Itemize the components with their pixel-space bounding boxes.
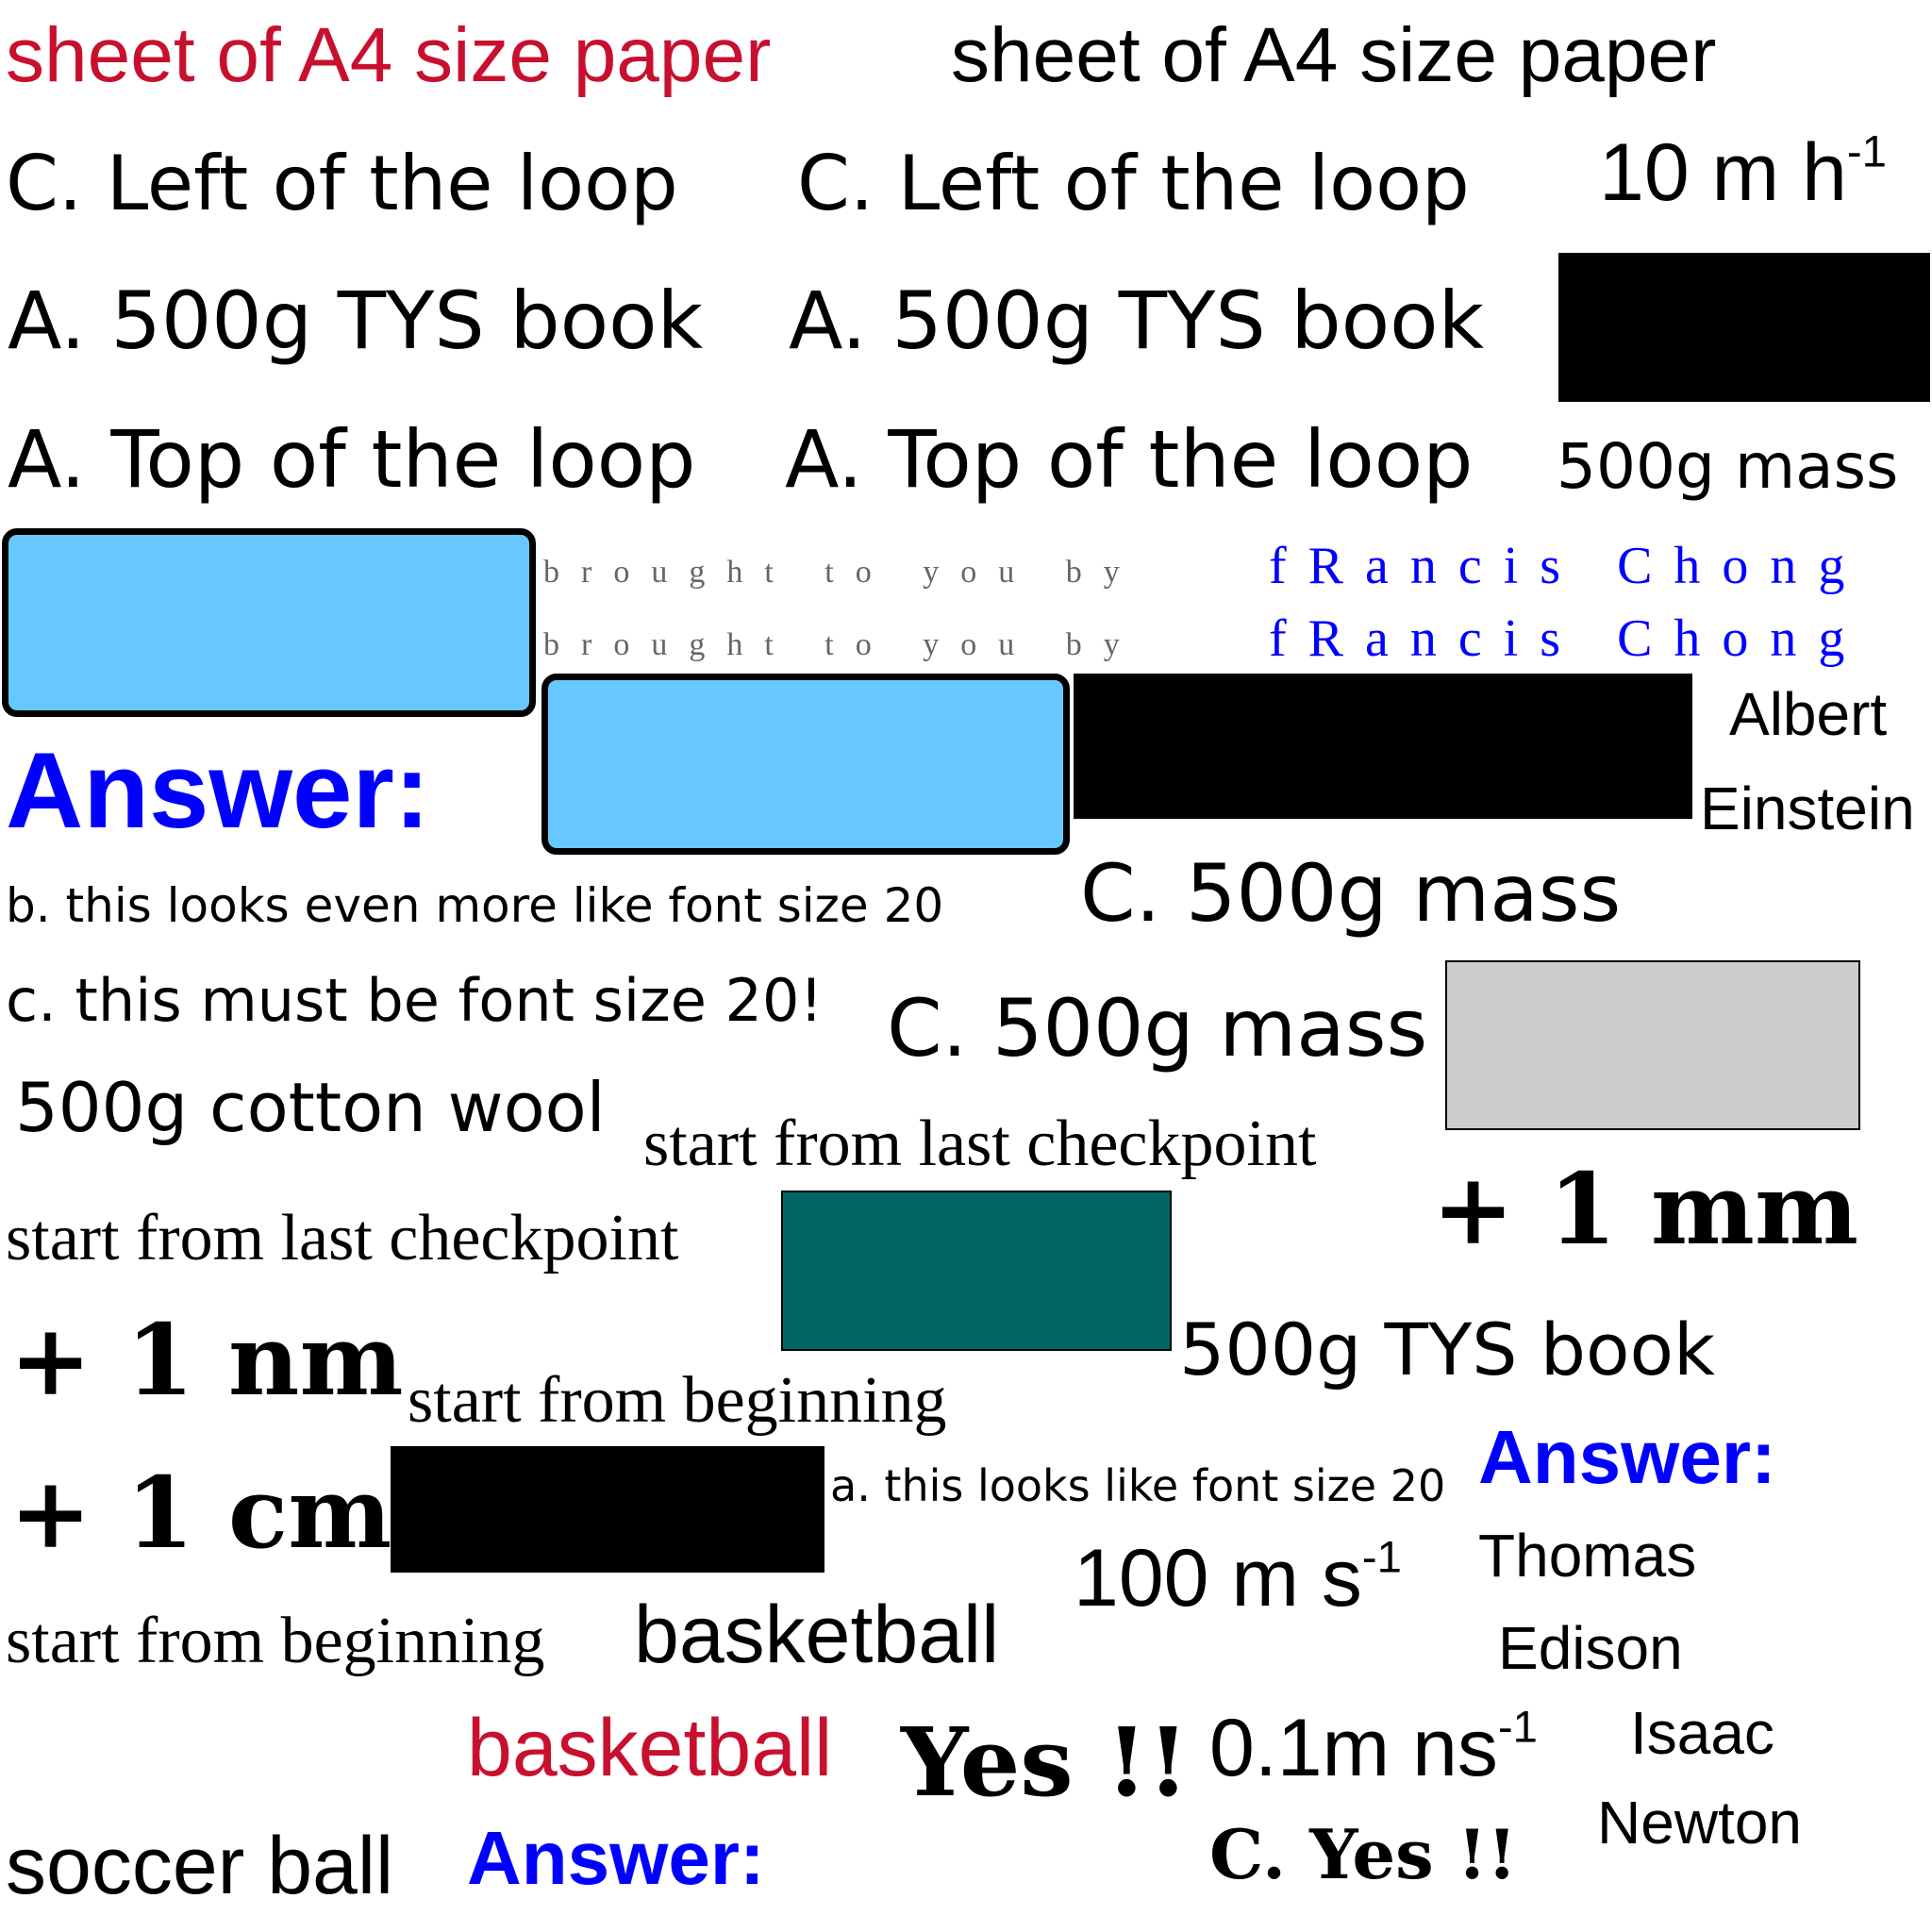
thomas-label: Thomas xyxy=(1478,1522,1697,1590)
speed-per-second-label: 100 m s-1 xyxy=(1074,1535,1402,1619)
top-of-loop-label: A. Top of the loop xyxy=(8,413,696,506)
speed-exponent: -1 xyxy=(1361,1532,1402,1583)
cotton-wool-label: 500g cotton wool xyxy=(15,1068,606,1147)
speed-value: 10 m h xyxy=(1599,127,1847,218)
blue-rounded-box xyxy=(541,674,1070,855)
speed-value: 0.1m ns xyxy=(1209,1703,1498,1793)
mass-label: 500g mass xyxy=(1557,430,1899,503)
a4-paper-label-red: sheet of A4 size paper xyxy=(6,12,772,98)
einstein-label: Einstein xyxy=(1700,774,1915,842)
checkpoint-option: start from last checkpoint xyxy=(643,1108,1317,1180)
author-name: fRancis Chong xyxy=(1269,537,1867,595)
yes-label: Yes !! xyxy=(901,1707,1190,1818)
speed-per-nanosecond-label: 0.1m ns-1 xyxy=(1209,1705,1538,1789)
answer-heading: Answer: xyxy=(467,1816,765,1900)
mass-option-c: C. 500g mass xyxy=(1080,847,1622,940)
gray-block xyxy=(1445,960,1860,1130)
mass-option-c: C. 500g mass xyxy=(887,982,1428,1074)
albert-label: Albert xyxy=(1729,680,1888,748)
blue-rounded-box xyxy=(2,528,536,717)
speed-exponent: -1 xyxy=(1846,126,1887,177)
answer-heading: Answer: xyxy=(6,731,430,851)
top-of-loop-label: A. Top of the loop xyxy=(785,413,1474,506)
isaac-label: Isaac xyxy=(1630,1699,1774,1767)
plus-nm-label: + 1 nm xyxy=(9,1302,404,1418)
left-of-loop-label: C. Left of the loop xyxy=(6,140,678,227)
checkpoint-option: start from last checkpoint xyxy=(6,1202,679,1274)
credit-line: brought to you by xyxy=(543,555,1141,590)
tys-book-label: A. 500g TYS book xyxy=(8,275,704,367)
author-name: fRancis Chong xyxy=(1269,609,1867,668)
plus-cm-label: + 1 cm xyxy=(9,1455,392,1571)
beginning-option: start from beginning xyxy=(6,1605,545,1677)
c-yes-label: C. Yes !! xyxy=(1209,1814,1517,1894)
basketball-label-red: basketball xyxy=(467,1703,833,1793)
tys-book-label: 500g TYS book xyxy=(1179,1307,1715,1391)
font-size-note-a: a. this looks like font size 20 xyxy=(830,1460,1446,1511)
basketball-label: basketball xyxy=(634,1590,1000,1680)
teal-block xyxy=(781,1191,1172,1351)
left-of-loop-label: C. Left of the loop xyxy=(797,140,1470,227)
soccer-ball-label: soccer ball xyxy=(6,1821,394,1911)
plus-mm-label: + 1 mm xyxy=(1432,1151,1859,1267)
newton-label: Newton xyxy=(1597,1789,1802,1857)
tys-book-label: A. 500g TYS book xyxy=(789,275,1485,367)
speed-exponent: -1 xyxy=(1497,1702,1538,1753)
a4-paper-label: sheet of A4 size paper xyxy=(951,12,1717,98)
beginning-option: start from beginning xyxy=(408,1364,947,1437)
answer-heading: Answer: xyxy=(1478,1415,1776,1499)
black-block xyxy=(1558,253,1930,402)
credit-line: brought to you by xyxy=(543,627,1141,662)
edison-label: Edison xyxy=(1498,1614,1683,1682)
black-block xyxy=(1074,674,1692,819)
speed-per-hour-label: 10 m h-1 xyxy=(1599,129,1887,213)
font-size-note-b: b. this looks even more like font size 2… xyxy=(6,878,944,933)
font-size-note-c: c. this must be font size 20! xyxy=(6,966,824,1035)
black-block xyxy=(391,1446,824,1573)
speed-value: 100 m s xyxy=(1074,1533,1362,1624)
